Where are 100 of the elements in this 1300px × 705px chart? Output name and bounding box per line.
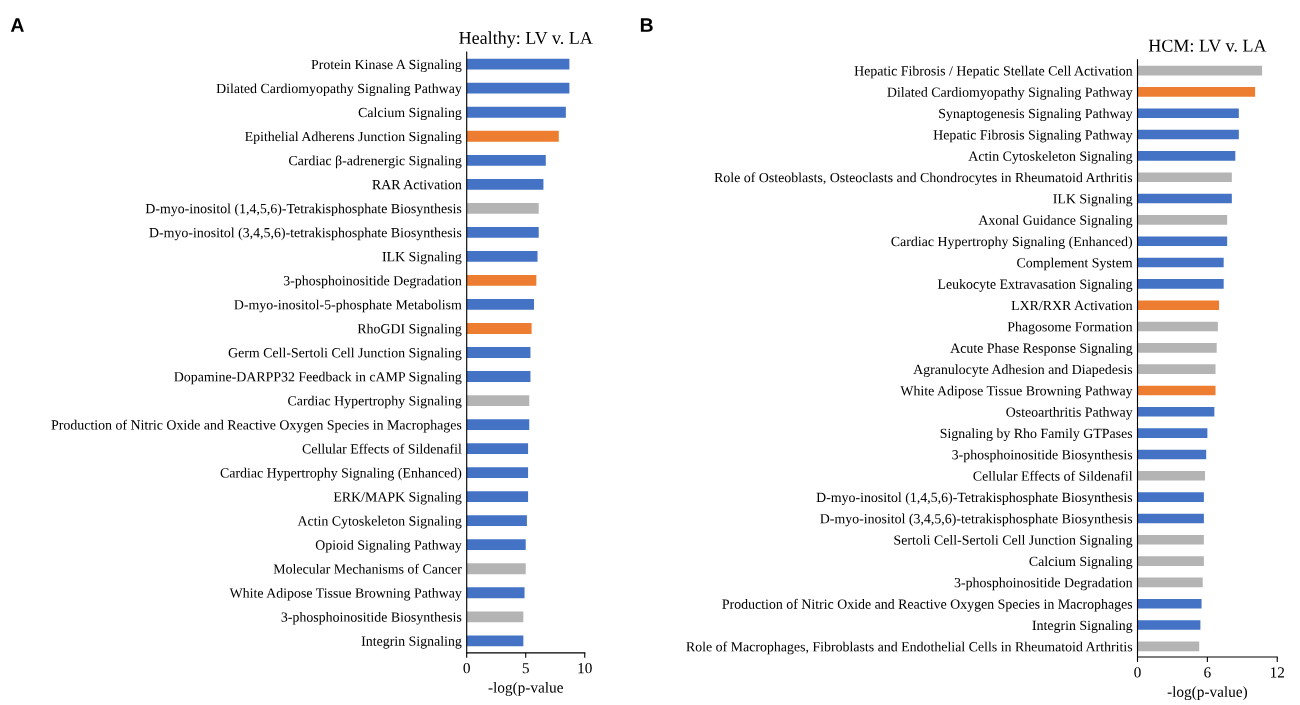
bar [1137, 470, 1206, 481]
y-tick-label: Axonal Guidance Signaling [978, 215, 1133, 228]
y-tick-label: Hepatic Fibrosis / Hepatic Stellate Cell Activation [854, 65, 1133, 79]
x-tick-label: 0 [463, 662, 470, 674]
y-tick-label: Integrin Signaling [1032, 620, 1133, 633]
y-tick-label: Cardiac Hypertrophy Signaling (Enhanced) [891, 236, 1133, 250]
bar [466, 611, 524, 623]
y-tick-label: Production of Nitric Oxide and Reactive Oxygen Species in Macrophages [722, 598, 1133, 612]
bar [466, 154, 546, 166]
y-tick-label: Agranulocyte Adhesion and Diapedesis [913, 364, 1133, 377]
y-tick-label: Role of Macrophages, Fibroblasts and Endothelial Cells in Rheumatoid Arthritis [686, 641, 1133, 655]
y-tick-label: 3-phosphoinositide Biosynthesis [952, 449, 1133, 463]
bar [1137, 513, 1204, 524]
y-tick-label: LXR/RXR Activation [1011, 300, 1133, 311]
bar [466, 250, 538, 262]
bar [1137, 556, 1204, 566]
bar [1137, 279, 1224, 289]
y-tick-label: Sertoli Cell-Sertoli Cell Junction Signaling [894, 534, 1133, 548]
bar [1137, 87, 1256, 97]
y-tick-label: Actin Cytoskeleton Signaling [297, 515, 462, 529]
bar [1137, 492, 1204, 502]
bar [466, 371, 531, 382]
y-tick-label: Cardiac Hypertrophy Signaling (Enhanced) [220, 467, 462, 481]
y-tick-label: Complement System [1017, 257, 1133, 271]
y-tick-label: D-myo-inositol (1,4,5,6)-Tetrakisphosphate Biosynthesis [816, 492, 1133, 505]
bar [466, 443, 529, 455]
y-tick-label: Phagosome Formation [1007, 321, 1133, 335]
bar [1137, 172, 1232, 183]
bar [1137, 577, 1203, 588]
bar [466, 635, 524, 647]
bar [1137, 407, 1215, 417]
bar [466, 202, 539, 214]
y-tick-label: Cardiac β-adrenergic Signaling [288, 155, 462, 169]
bar [1137, 641, 1200, 652]
y-tick-label: Osteoarthritis Pathway [1006, 406, 1133, 420]
y-tick-label: Calcium Signaling [1029, 556, 1133, 569]
y-tick-label: Calcium Signaling [358, 107, 462, 121]
x-axis-title: -log(p-value) [1167, 686, 1247, 701]
text: A [10, 18, 24, 32]
y-tick-label: RAR Activation [372, 179, 462, 190]
bar [1137, 151, 1236, 161]
y-tick-label: Molecular Mechanisms of Cancer [273, 563, 462, 574]
bar [466, 419, 530, 430]
y-tick-label: Dilated Cardiomyopathy Signaling Pathway [887, 87, 1133, 100]
bar [1137, 300, 1220, 310]
y-tick-label: Acute Phase Response Signaling [950, 343, 1133, 356]
y-tick-label: Actin Cytoskeleton Signaling [968, 151, 1133, 164]
bar [1137, 343, 1217, 353]
y-tick-label: ILK Signaling [1053, 193, 1133, 207]
bar [1137, 257, 1224, 268]
bar [466, 491, 529, 503]
y-tick-label: Protein Kinase A Signaling [311, 59, 462, 72]
bar [1137, 620, 1201, 630]
y-tick-label: 3-phosphoinositide Degradation [954, 577, 1133, 591]
y-tick-label: D-myo-inositol-5-phosphate Metabolism [234, 299, 462, 313]
bar [466, 82, 570, 94]
bar [1137, 364, 1216, 374]
y-tick-label: 3-phosphoinositide Degradation [283, 275, 462, 289]
bar [466, 323, 532, 334]
bar [1137, 598, 1202, 609]
chart-title: Healthy: LV v. LA [459, 31, 593, 48]
y-tick-label: Production of Nitric Oxide and Reactive Oxygen Species in Macrophages [51, 419, 462, 433]
y-tick-label: Role of Osteoblasts, Osteoclasts and Chondrocytes in Rheumatoid Arthritis [714, 172, 1133, 186]
bar [466, 130, 559, 142]
bar [1137, 428, 1208, 438]
y-tick-label: White Adipose Tissue Browning Pathway [229, 587, 462, 601]
y-tick-label: Synaptogenesis Signaling Pathway [939, 108, 1133, 122]
bar [1137, 385, 1216, 396]
y-tick-label: Hepatic Fibrosis Signaling Pathway [933, 129, 1133, 143]
bar [1137, 193, 1232, 204]
bar [466, 275, 537, 286]
y-tick-label: Signaling by Rho Family GTPases [940, 428, 1133, 441]
bar [466, 563, 526, 575]
bar [1137, 236, 1228, 246]
bar [466, 299, 534, 310]
bar [466, 587, 525, 599]
y-tick-label: Integrin Signaling [361, 636, 462, 649]
bar [466, 515, 527, 527]
y-tick-label: Dilated Cardiomyopathy Signaling Pathway [216, 83, 462, 97]
chart-title: HCM: LV v. LA [1148, 39, 1267, 52]
bar [1137, 215, 1228, 225]
bar [466, 106, 566, 118]
y-tick-label: D-myo-inositol (1,4,5,6)-Tetrakisphosphate Biosynthesis [145, 203, 462, 217]
y-tick-label: Cardiac Hypertrophy Signaling [288, 395, 462, 409]
x-tick-label: 12 [1270, 667, 1285, 678]
y-tick-label: D-myo-inositol (3,4,5,6)-tetrakisphosphate Biosynthesis [149, 227, 462, 241]
x-tick-label: 5 [522, 663, 529, 674]
bar [466, 58, 570, 70]
y-tick-label: Cellular Effects of Sildenafil [973, 470, 1133, 481]
bar [466, 467, 529, 479]
x-tick-label: 0 [1134, 667, 1141, 678]
text: B [640, 18, 653, 32]
bar [466, 226, 539, 238]
y-tick-label: Leukocyte Extravasation Signaling [937, 279, 1133, 292]
y-tick-label: Epithelial Adherens Junction Signaling [245, 131, 462, 145]
y-tick-label: Germ Cell-Sertoli Cell Junction Signaling [228, 347, 462, 361]
bar [466, 178, 544, 190]
bar [466, 395, 530, 406]
y-tick-label: D-myo-inositol (3,4,5,6)-tetrakisphosphate Biosynthesis [820, 513, 1133, 527]
bar [466, 347, 531, 358]
